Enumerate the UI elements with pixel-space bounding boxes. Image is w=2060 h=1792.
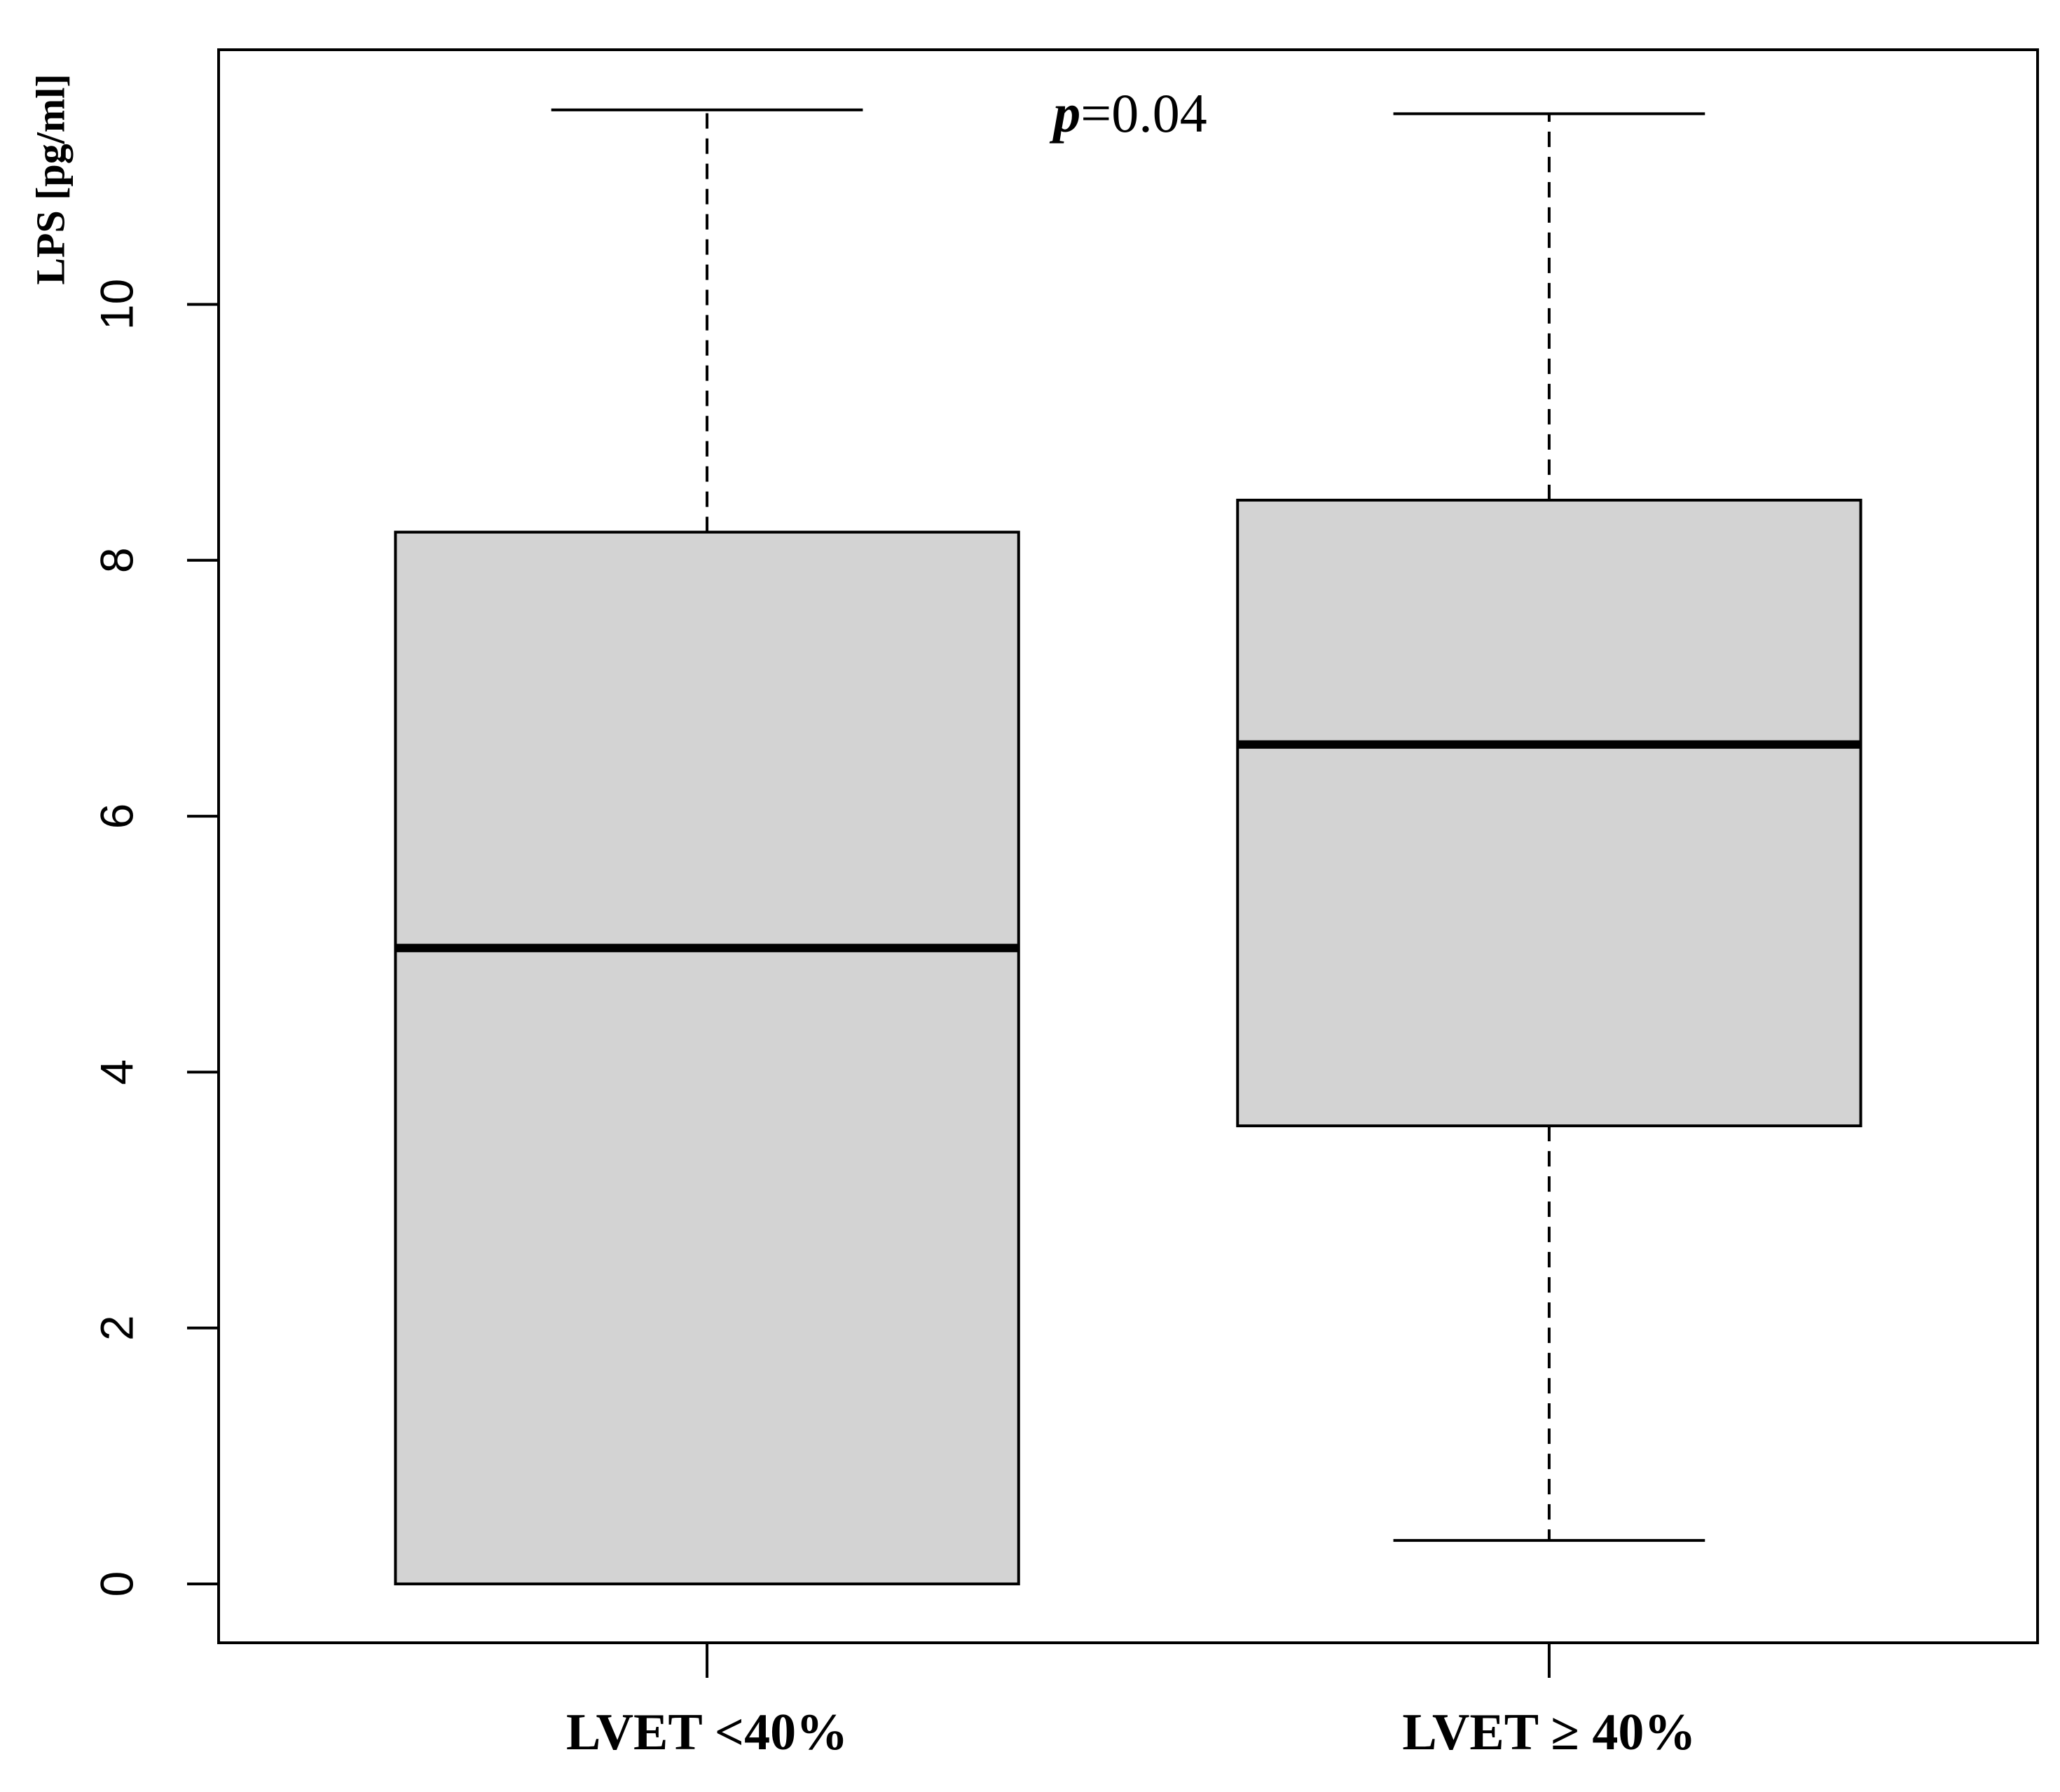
y-tick-label: 6	[90, 804, 142, 829]
x-tick-label: LVET ≥ 40%	[1402, 1704, 1696, 1761]
annotation-variable: p	[1049, 83, 1080, 144]
y-tick-label: 10	[90, 279, 142, 330]
y-tick-label: 2	[90, 1315, 142, 1341]
plot-frame	[217, 48, 2039, 1644]
annotation-text: =0.04	[1080, 83, 1207, 144]
box	[1236, 498, 1862, 1128]
y-tick-label: 8	[90, 547, 142, 573]
y-tick-label: 4	[90, 1059, 142, 1085]
y-axis-label: LPS [pg/ml]	[27, 74, 73, 284]
box	[394, 530, 1020, 1585]
y-tick-label: 0	[90, 1571, 142, 1597]
x-tick-label: LVET <40%	[566, 1704, 848, 1761]
annotation: p=0.04	[1049, 83, 1207, 144]
